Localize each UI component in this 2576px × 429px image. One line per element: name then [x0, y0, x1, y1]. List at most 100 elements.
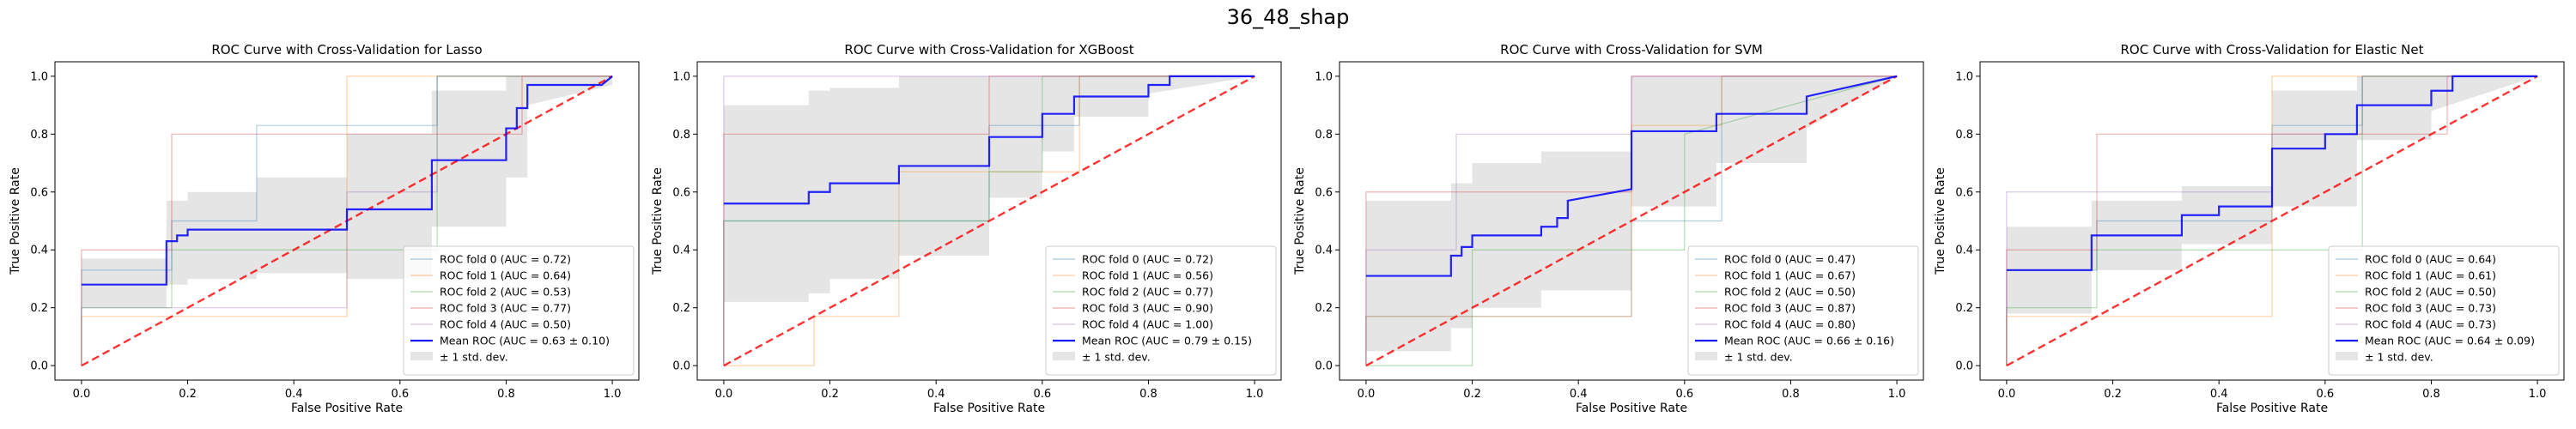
legend-swatch-band — [2336, 352, 2358, 360]
mean-roc-line — [1365, 75, 1898, 277]
y-axis-label: True Positive Rate — [9, 167, 22, 275]
legend-swatch-band — [410, 352, 433, 360]
fold-line-4 — [723, 76, 1255, 366]
legend-label: ROC fold 2 (AUC = 0.53) — [440, 286, 571, 299]
legend-label: ROC fold 1 (AUC = 0.67) — [1724, 269, 1856, 282]
x-tick-label: 0.0 — [1358, 388, 1376, 401]
axes-frame — [1979, 61, 2565, 381]
chart-title: ROC Curve with Cross-Validation for SVM — [1500, 42, 1763, 57]
x-tick-label: 0.0 — [1998, 388, 2016, 401]
x-tick-label: 1.0 — [1888, 388, 1906, 401]
x-tick-label: 0.8 — [1139, 388, 1157, 401]
x-tick-label: 0.0 — [73, 388, 91, 401]
x-tick-label: 1.0 — [2529, 388, 2547, 401]
chance-line — [723, 75, 1255, 367]
x-tick-label: 0.6 — [391, 388, 409, 401]
x-tick-label: 0.4 — [2210, 388, 2228, 401]
axes-frame — [696, 61, 1282, 381]
y-axis-label: True Positive Rate — [651, 167, 665, 275]
legend-swatch-band — [1053, 352, 1075, 360]
legend-label: ROC fold 0 (AUC = 0.72) — [440, 253, 571, 266]
y-tick-label: 0.4 — [30, 245, 48, 257]
legend-label: ± 1 std. dev. — [2365, 351, 2433, 364]
x-tick-label: 0.6 — [1033, 388, 1051, 401]
legend-label: ROC fold 2 (AUC = 0.50) — [1724, 286, 1856, 299]
legend-label: ± 1 std. dev. — [440, 351, 508, 364]
x-axis-label: False Positive Rate — [291, 402, 403, 415]
legend-label: ROC fold 2 (AUC = 0.77) — [1082, 286, 1213, 299]
legend-label: ROC fold 4 (AUC = 1.00) — [1082, 318, 1213, 331]
fold-line-3 — [723, 76, 1255, 366]
legend: ROC fold 0 (AUC = 0.72) ROC fold 1 (AUC =… — [1045, 245, 1277, 376]
axes-frame — [1339, 61, 1924, 381]
x-tick-label: 0.6 — [1675, 388, 1693, 401]
y-tick-label: 0.8 — [30, 129, 48, 142]
legend-label: ROC fold 4 (AUC = 0.80) — [1724, 318, 1856, 331]
legend-label: ROC fold 2 (AUC = 0.50) — [2365, 286, 2496, 299]
x-axis-label: False Positive Rate — [2216, 402, 2328, 415]
legend-label: Mean ROC (AUC = 0.79 ± 0.15) — [1082, 335, 1252, 347]
x-tick-label: 0.2 — [821, 388, 839, 401]
std-band — [1365, 76, 1898, 352]
legend-label: ROC fold 3 (AUC = 0.87) — [1724, 302, 1856, 315]
legend-box — [403, 245, 635, 376]
chance-line — [2006, 75, 2538, 367]
x-tick-label: 1.0 — [604, 388, 622, 401]
y-tick-label: 0.2 — [1955, 302, 1973, 315]
legend-label: ROC fold 1 (AUC = 0.61) — [2365, 269, 2496, 282]
x-axis-label: False Positive Rate — [933, 402, 1045, 415]
x-tick-label: 0.2 — [179, 388, 197, 401]
y-tick-label: 0.2 — [1315, 302, 1333, 315]
legend-label: ROC fold 4 (AUC = 0.50) — [440, 318, 571, 331]
legend-label: ROC fold 3 (AUC = 0.90) — [1082, 302, 1213, 315]
fold-line-1 — [723, 76, 1255, 366]
x-tick-label: 0.8 — [2422, 388, 2440, 401]
y-tick-label: 1.0 — [672, 70, 690, 83]
fold-line-2 — [81, 76, 613, 366]
legend-label: ROC fold 3 (AUC = 0.73) — [2365, 302, 2496, 315]
legend-label: ± 1 std. dev. — [1082, 351, 1151, 364]
chart-title: ROC Curve with Cross-Validation for Elas… — [2120, 42, 2423, 57]
chart-panel-3: ROC Curve with Cross-Validation for Elas… — [1934, 42, 2565, 415]
chart-panel-2: ROC Curve with Cross-Validation for SVM 0… — [1293, 42, 1924, 415]
x-tick-label: 0.2 — [2104, 388, 2122, 401]
y-tick-label: 1.0 — [1955, 70, 1973, 83]
legend-label: Mean ROC (AUC = 0.66 ± 0.16) — [1724, 335, 1894, 347]
y-tick-label: 0.4 — [1955, 245, 1973, 257]
axes-frame — [54, 61, 640, 381]
y-tick-label: 1.0 — [1315, 70, 1333, 83]
y-tick-label: 0.0 — [1315, 360, 1333, 373]
y-tick-label: 0.4 — [672, 245, 690, 257]
figure-title: 36_48_shap — [1226, 5, 1350, 29]
chart-title: ROC Curve with Cross-Validation for Lass… — [211, 42, 482, 57]
fold-line-3 — [2006, 76, 2538, 366]
chart-title: ROC Curve with Cross-Validation for XGBo… — [844, 42, 1133, 57]
legend-label: ROC fold 3 (AUC = 0.77) — [440, 302, 571, 315]
y-tick-label: 0.2 — [30, 302, 48, 315]
fold-line-4 — [81, 76, 613, 366]
y-tick-label: 0.6 — [30, 186, 48, 199]
y-tick-label: 0.6 — [1315, 186, 1333, 199]
x-tick-label: 0.4 — [927, 388, 945, 401]
legend-label: ROC fold 0 (AUC = 0.64) — [2365, 253, 2496, 266]
fold-line-1 — [81, 76, 613, 366]
x-tick-label: 0.8 — [1782, 388, 1800, 401]
fold-line-3 — [1365, 76, 1898, 366]
chart-panel-1: ROC Curve with Cross-Validation for XGBo… — [651, 42, 1282, 415]
legend-box — [1045, 245, 1277, 376]
x-axis-label: False Positive Rate — [1576, 402, 1687, 415]
legend-label: ROC fold 1 (AUC = 0.64) — [440, 269, 571, 282]
std-band — [81, 76, 613, 308]
y-axis-label: True Positive Rate — [1293, 167, 1307, 275]
legend-label: ROC fold 4 (AUC = 0.73) — [2365, 318, 2496, 331]
legend-label: ± 1 std. dev. — [1724, 351, 1793, 364]
legend-box — [2328, 245, 2560, 376]
mean-roc-line — [2006, 75, 2538, 271]
std-band — [723, 76, 1255, 302]
fold-line-3 — [81, 76, 613, 366]
y-tick-label: 0.4 — [1315, 245, 1333, 257]
y-tick-label: 0.8 — [1955, 129, 1973, 142]
x-tick-label: 0.2 — [1463, 388, 1481, 401]
legend-swatch-band — [1695, 352, 1717, 360]
y-tick-label: 1.0 — [30, 70, 48, 83]
